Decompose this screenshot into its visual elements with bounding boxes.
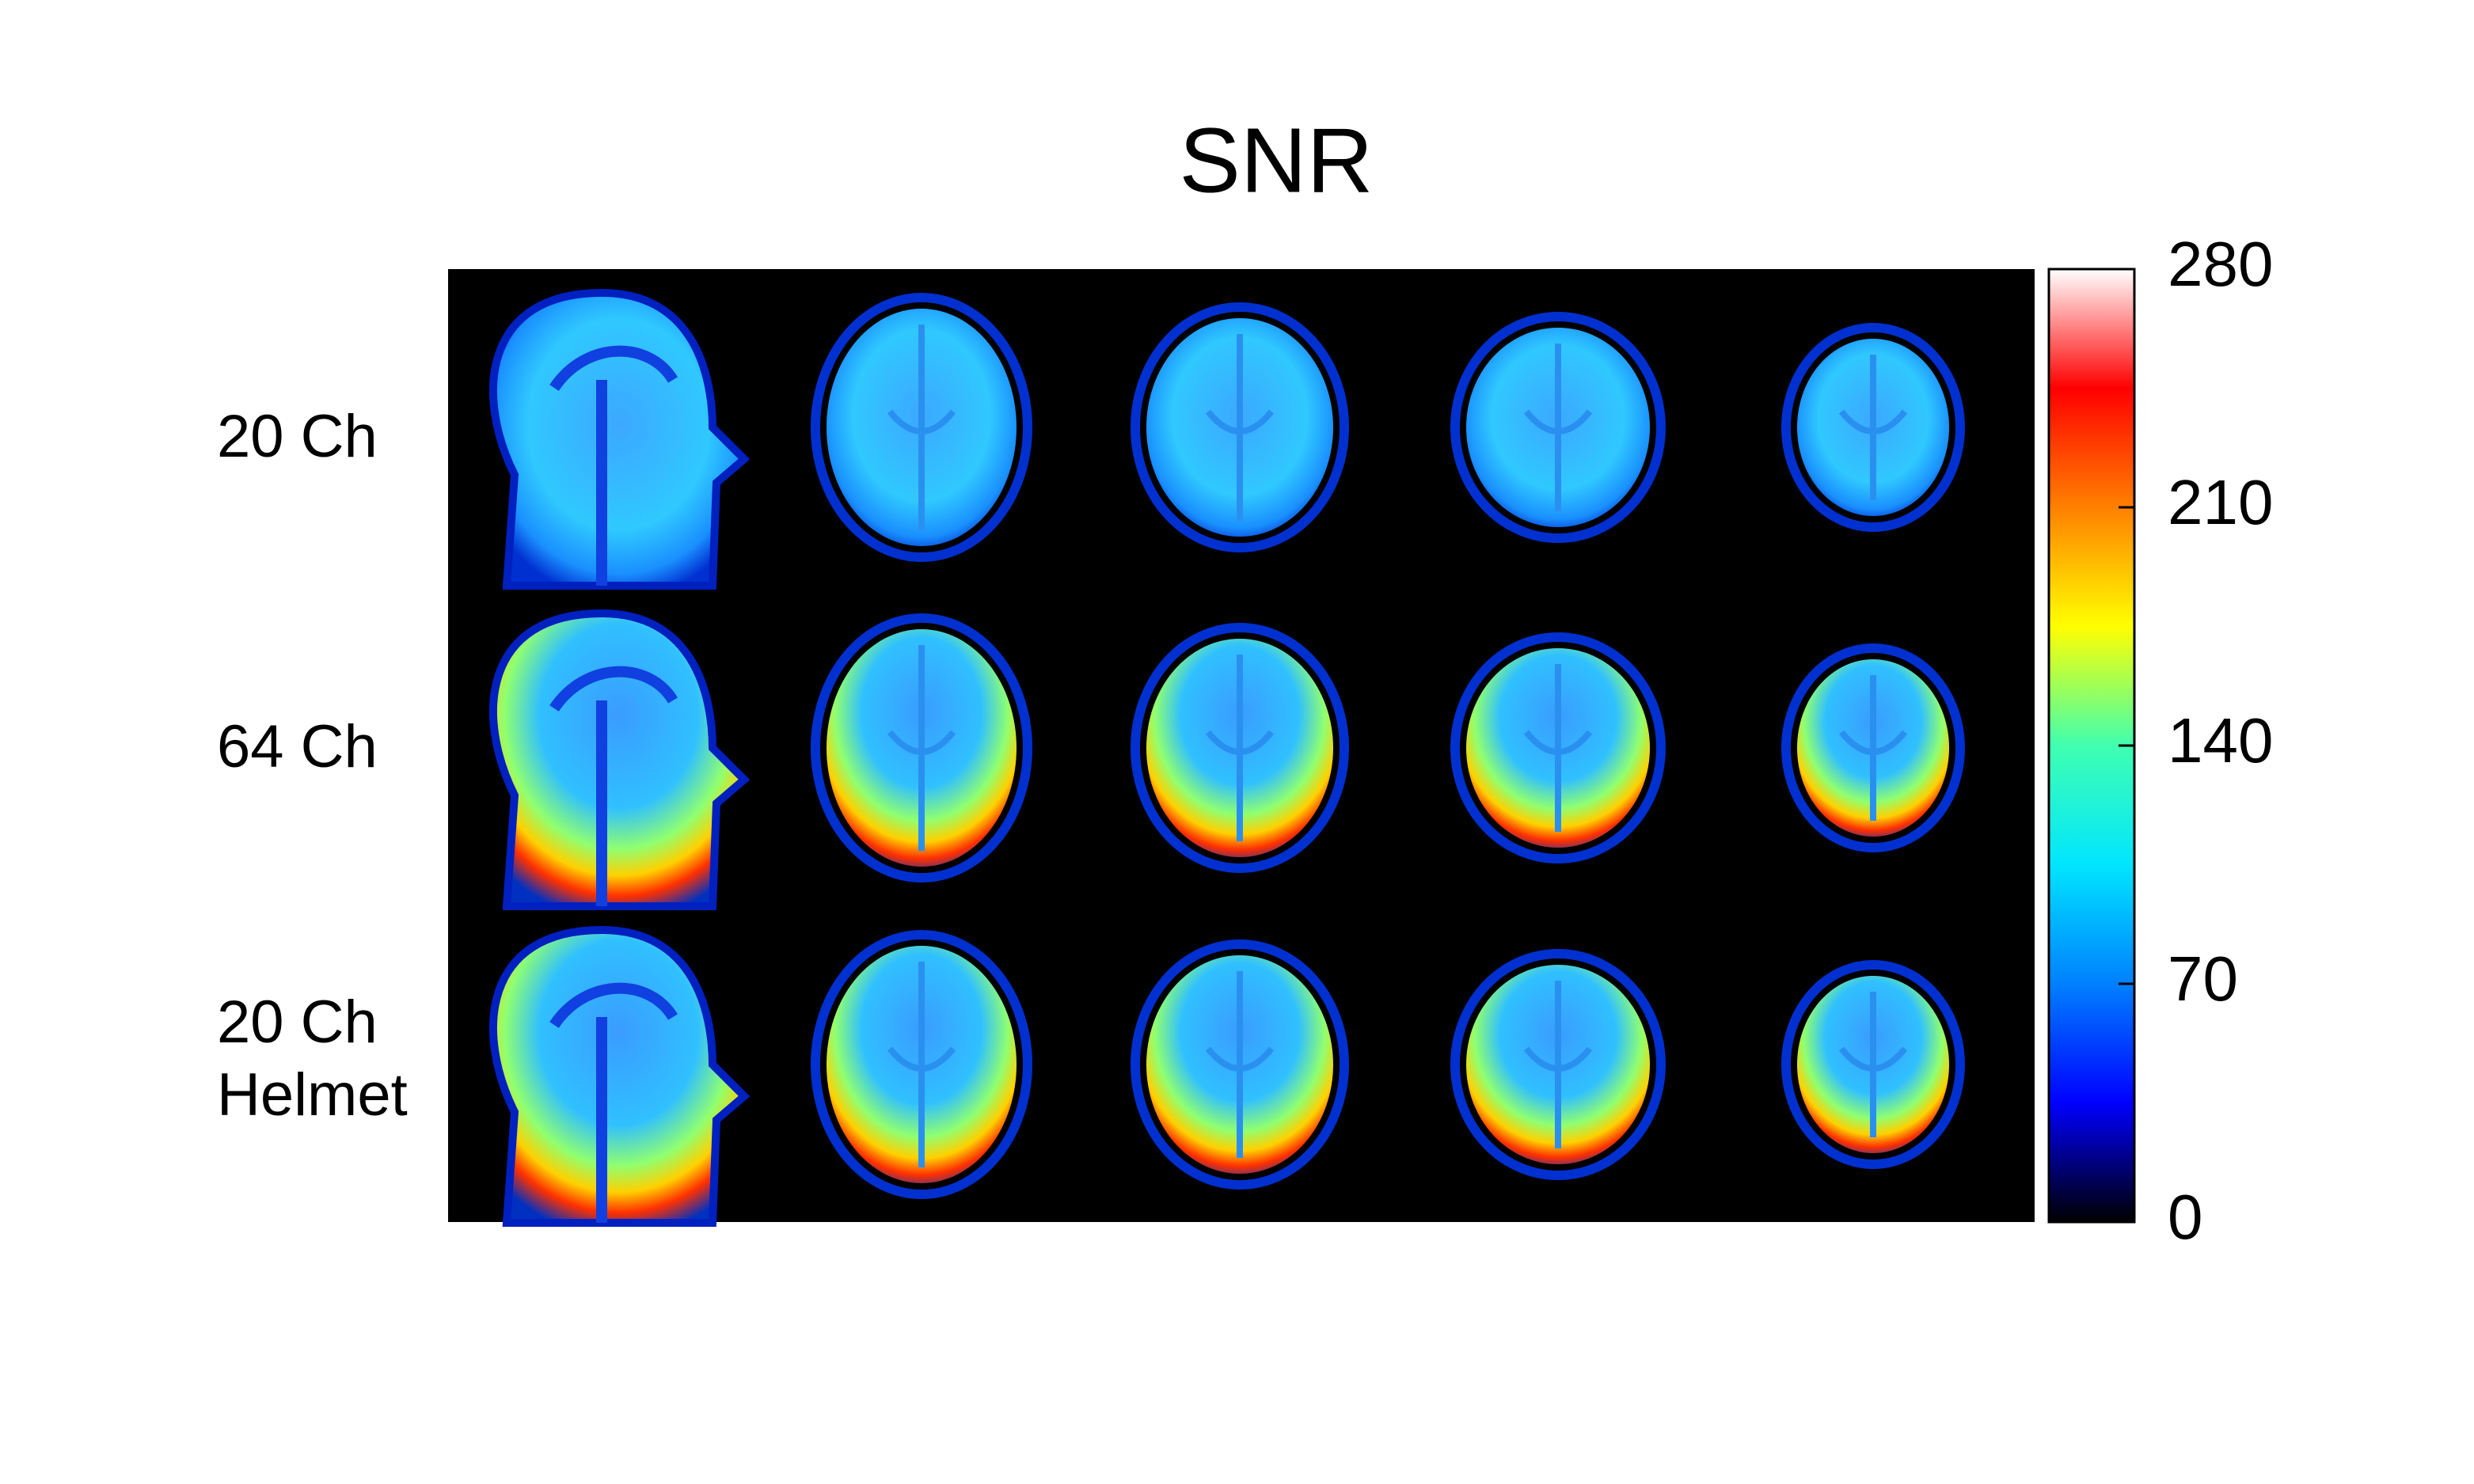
axial-detail: [887, 645, 956, 851]
sagittal-slice: [488, 609, 751, 910]
axial-detail: [1523, 664, 1593, 832]
axial-detail: [1838, 675, 1908, 821]
colorbar-tick-label: 70: [2168, 943, 2238, 1014]
axial-detail: [887, 962, 956, 1167]
axial-slice-ring: [1781, 643, 1965, 852]
row-label: 20 Ch: [217, 403, 378, 470]
axial-slice-ring: [1131, 623, 1349, 873]
axial-slice-ring: [1781, 960, 1965, 1169]
axial-detail: [1523, 981, 1593, 1148]
sagittal-detail: [549, 982, 678, 1223]
axial-detail: [887, 325, 956, 530]
axial-slice-ring: [1781, 323, 1965, 532]
colorbar-tick-label: 140: [2168, 705, 2273, 776]
axial-detail: [1838, 355, 1908, 500]
row-label: 64 Ch: [217, 713, 378, 780]
chart-title: SNR: [1180, 109, 1374, 212]
row-label: 20 Ch Helmet: [217, 989, 408, 1129]
axial-slice-ring: [811, 293, 1032, 562]
colorbar-tick-label: 280: [2168, 229, 2273, 299]
axial-detail: [1523, 343, 1593, 511]
axial-slice-ring: [1131, 939, 1349, 1190]
colorbar-tick-label: 210: [2168, 467, 2273, 537]
axial-detail: [1205, 971, 1275, 1158]
sagittal-detail: [549, 345, 678, 586]
axial-detail: [1205, 655, 1275, 841]
axial-detail: [1205, 334, 1275, 521]
sagittal-detail: [549, 666, 678, 906]
axial-slice-ring: [1131, 302, 1349, 552]
slices: [488, 288, 1965, 1227]
colorbar-tick-label: 0: [2168, 1182, 2203, 1252]
axial-slice-ring: [811, 613, 1032, 882]
axial-slice-ring: [1450, 949, 1666, 1180]
axial-detail: [1838, 992, 1908, 1137]
sagittal-slice: [488, 925, 751, 1227]
sagittal-slice: [488, 288, 751, 590]
axial-slice-ring: [1450, 632, 1666, 863]
axial-slice-ring: [1450, 312, 1666, 543]
axial-slice-ring: [811, 930, 1032, 1199]
